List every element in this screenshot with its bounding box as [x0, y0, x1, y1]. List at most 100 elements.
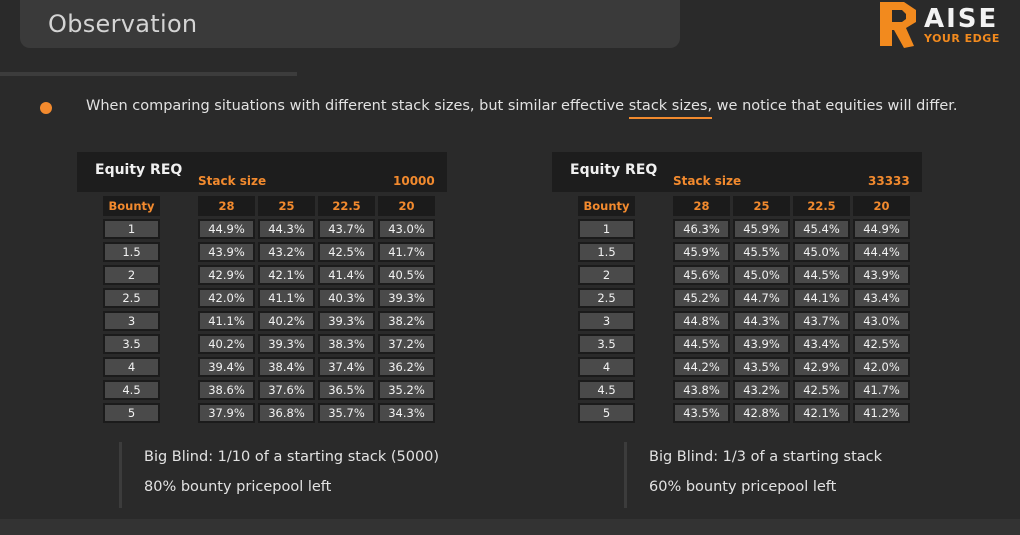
note-left: Big Blind: 1/10 of a starting stack (500…: [119, 442, 439, 508]
equity-cell: 43.7%: [793, 311, 850, 331]
equity-cell: 44.2%: [673, 357, 730, 377]
equity-cell: 42.1%: [793, 403, 850, 423]
equity-cell: 39.4%: [198, 357, 255, 377]
equity-cell: 42.5%: [853, 334, 910, 354]
table-row: 2 42.9% 42.1% 41.4% 40.5%: [103, 265, 438, 285]
equity-cell: 45.4%: [793, 219, 850, 239]
equity-cell: 43.7%: [318, 219, 375, 239]
brand-logo: AISE YOUR EDGE: [880, 2, 1010, 50]
table-row: 4 44.2% 43.5% 42.9% 42.0%: [578, 357, 913, 377]
note-pricepool: 60% bounty pricepool left: [649, 479, 837, 495]
equity-cell: 37.6%: [258, 380, 315, 400]
bounty-cell: 3: [103, 311, 160, 331]
equity-cell: 45.6%: [673, 265, 730, 285]
equity-cell: 45.0%: [793, 242, 850, 262]
equity-cell: 40.3%: [318, 288, 375, 308]
equity-cell: 37.4%: [318, 357, 375, 377]
stack-size-label: Stack size: [198, 174, 267, 188]
equity-panel-header: Equity REQ Stack size 33333: [552, 152, 922, 192]
equity-req-title: Equity REQ: [95, 162, 183, 178]
column-header: 25: [733, 196, 790, 216]
equity-cell: 38.6%: [198, 380, 255, 400]
stack-size-value: 10000: [393, 174, 435, 188]
equity-cell: 42.8%: [733, 403, 790, 423]
equity-cell: 43.5%: [733, 357, 790, 377]
note-big-blind: Big Blind: 1/3 of a starting stack: [649, 449, 883, 465]
note-pricepool: 80% bounty pricepool left: [144, 479, 332, 495]
column-header: 20: [378, 196, 435, 216]
equity-cell: 42.0%: [853, 357, 910, 377]
title-divider: [0, 72, 297, 76]
bounty-cell: 5: [103, 403, 160, 423]
equity-cell: 41.4%: [318, 265, 375, 285]
equity-cell: 38.2%: [378, 311, 435, 331]
bullet-text-start: When comparing situations with different…: [86, 98, 629, 114]
equity-cell: 45.0%: [733, 265, 790, 285]
equity-cell: 41.1%: [258, 288, 315, 308]
equity-panel-left: Equity REQ Stack size 10000: [77, 152, 447, 192]
column-header: 22.5: [793, 196, 850, 216]
equity-cell: 43.8%: [673, 380, 730, 400]
equity-cell: 44.9%: [853, 219, 910, 239]
equity-cell: 44.3%: [258, 219, 315, 239]
bullet-dot-icon: [40, 102, 52, 114]
logo-tagline: YOUR EDGE: [924, 32, 1000, 45]
equity-cell: 38.3%: [318, 334, 375, 354]
column-header: 28: [673, 196, 730, 216]
table-row: 4.5 38.6% 37.6% 36.5% 35.2%: [103, 380, 438, 400]
title-bar: Observation: [20, 0, 680, 48]
equity-cell: 34.3%: [378, 403, 435, 423]
table-row: 5 37.9% 36.8% 35.7% 34.3%: [103, 403, 438, 423]
bounty-cell: 2.5: [578, 288, 635, 308]
table-row: 4.5 43.8% 43.2% 42.5% 41.7%: [578, 380, 913, 400]
equity-cell: 36.8%: [258, 403, 315, 423]
stack-size-label: Stack size: [673, 174, 742, 188]
bounty-cell: 3.5: [103, 334, 160, 354]
equity-cell: 43.0%: [853, 311, 910, 331]
column-header: Bounty: [578, 196, 635, 216]
equity-cell: 35.2%: [378, 380, 435, 400]
table-row: 3.5 40.2% 39.3% 38.3% 37.2%: [103, 334, 438, 354]
column-header: 22.5: [318, 196, 375, 216]
equity-cell: 44.5%: [793, 265, 850, 285]
equity-cell: 44.9%: [198, 219, 255, 239]
table-row: 1.5 45.9% 45.5% 45.0% 44.4%: [578, 242, 913, 262]
equity-cell: 42.1%: [258, 265, 315, 285]
bounty-cell: 4.5: [578, 380, 635, 400]
bounty-cell: 3: [578, 311, 635, 331]
equity-cell: 39.3%: [378, 288, 435, 308]
equity-cell: 40.2%: [258, 311, 315, 331]
equity-table-left: Bounty 28 25 22.5 20 1 44.9% 44.3% 43.7% 43.0% 1.5…: [103, 196, 438, 426]
equity-cell: 44.7%: [733, 288, 790, 308]
equity-cell: 43.4%: [853, 288, 910, 308]
equity-cell: 39.3%: [258, 334, 315, 354]
bounty-cell: 1.5: [578, 242, 635, 262]
equity-cell: 41.7%: [853, 380, 910, 400]
table-row: 1 46.3% 45.9% 45.4% 44.9%: [578, 219, 913, 239]
stack-size-value: 33333: [868, 174, 910, 188]
bounty-cell: 2: [103, 265, 160, 285]
bounty-cell: 1: [103, 219, 160, 239]
bounty-cell: 4: [103, 357, 160, 377]
table-row: 1.5 43.9% 43.2% 42.5% 41.7%: [103, 242, 438, 262]
bounty-cell: 1.5: [103, 242, 160, 262]
equity-panel-right: Equity REQ Stack size 33333: [552, 152, 922, 192]
equity-cell: 44.5%: [673, 334, 730, 354]
bounty-cell: 5: [578, 403, 635, 423]
equity-cell: 42.5%: [793, 380, 850, 400]
column-header: 20: [853, 196, 910, 216]
column-header: Bounty: [103, 196, 160, 216]
equity-cell: 40.5%: [378, 265, 435, 285]
page-title: Observation: [48, 10, 198, 38]
table-row: 2 45.6% 45.0% 44.5% 43.9%: [578, 265, 913, 285]
equity-cell: 42.9%: [793, 357, 850, 377]
bounty-cell: 2.5: [103, 288, 160, 308]
bounty-cell: 4: [578, 357, 635, 377]
table-row: 2.5 45.2% 44.7% 44.1% 43.4%: [578, 288, 913, 308]
column-header: 28: [198, 196, 255, 216]
table-row: 5 43.5% 42.8% 42.1% 41.2%: [578, 403, 913, 423]
equity-cell: 42.5%: [318, 242, 375, 262]
equity-cell: 46.3%: [673, 219, 730, 239]
equity-cell: 37.2%: [378, 334, 435, 354]
bullet-text-end: we notice that equities will differ.: [712, 98, 958, 114]
